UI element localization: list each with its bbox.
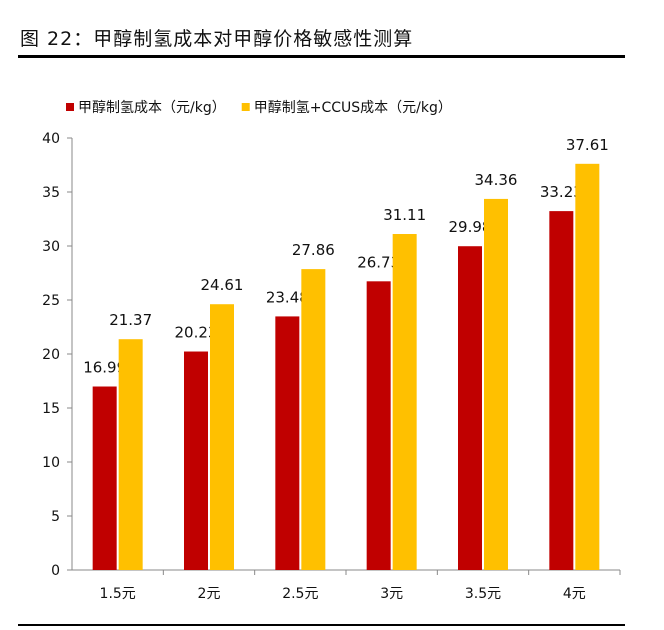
data-label: 26.73 [357, 253, 400, 271]
data-label: 27.86 [292, 241, 335, 259]
bar [458, 246, 482, 570]
bar [549, 211, 574, 570]
legend-label: 甲醇制氢+CCUS成本（元/kg） [254, 99, 452, 116]
data-label: 21.37 [109, 311, 152, 329]
bar [484, 198, 508, 571]
bar [392, 234, 417, 570]
bar [184, 351, 208, 570]
data-label: 16.99 [83, 359, 126, 377]
bottom-rule [18, 624, 625, 626]
x-tick-label: 4元 [563, 586, 586, 602]
y-tick-label: 10 [42, 455, 60, 471]
bar [118, 339, 143, 570]
y-tick-label: 40 [42, 131, 60, 147]
figure-title: 图 22：甲醇制氢成本对甲醇价格敏感性测算 [20, 28, 414, 50]
y-tick-label: 30 [42, 239, 60, 255]
data-label: 29.98 [449, 218, 492, 236]
y-tick-label: 20 [42, 347, 60, 363]
data-label: 33.23 [540, 183, 583, 201]
legend-swatch [241, 103, 250, 111]
y-tick-label: 35 [42, 185, 60, 201]
legend-swatch [66, 103, 74, 111]
data-label: 20.23 [175, 324, 218, 342]
x-tick-label: 3.5元 [465, 586, 501, 602]
x-tick-label: 3元 [380, 586, 403, 602]
data-label: 31.11 [383, 206, 426, 224]
bar [301, 269, 326, 570]
title-rule [18, 55, 625, 58]
y-tick-label: 5 [51, 509, 60, 525]
data-label: 34.36 [475, 171, 518, 189]
data-label: 24.61 [201, 276, 244, 294]
y-tick-label: 25 [42, 293, 60, 309]
legend-label: 甲醇制氢成本（元/kg） [78, 99, 226, 116]
x-tick-label: 2.5元 [282, 586, 318, 602]
y-tick-label: 15 [42, 401, 60, 417]
x-tick-label: 1.5元 [100, 586, 136, 602]
y-tick-label: 0 [51, 563, 60, 579]
bar [366, 281, 391, 570]
bar [210, 304, 234, 570]
x-tick-label: 2元 [198, 586, 221, 602]
data-label: 23.48 [266, 288, 309, 306]
data-label: 37.61 [566, 136, 609, 154]
bar [92, 386, 117, 570]
bar [275, 316, 300, 570]
bar [575, 163, 600, 570]
